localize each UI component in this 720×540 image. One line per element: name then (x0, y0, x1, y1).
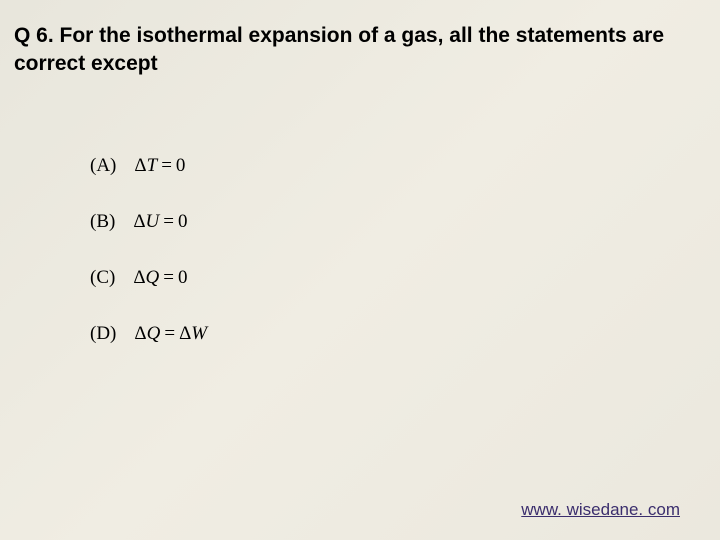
var-w: W (191, 323, 207, 344)
option-a-label: (A) (90, 155, 116, 177)
var-q: Q (147, 323, 161, 344)
var-u: U (146, 211, 160, 232)
delta-symbol: Δ (134, 155, 146, 176)
equals-op: = (161, 155, 172, 176)
equals-op: = (163, 211, 174, 232)
delta-symbol: Δ (133, 211, 145, 232)
footer-link[interactable]: www. wisedane. com (521, 500, 680, 520)
delta-symbol: Δ (179, 323, 191, 344)
option-b-label: (B) (90, 211, 115, 233)
option-c-label: (C) (90, 267, 115, 289)
equals-op: = (163, 267, 174, 288)
option-d: (D) ΔQ=ΔW (90, 323, 207, 345)
rhs-value: 0 (178, 211, 188, 232)
option-a: (A) ΔT=0 (90, 155, 207, 177)
option-d-label: (D) (90, 323, 116, 345)
var-q: Q (146, 267, 160, 288)
options-list: (A) ΔT=0 (B) ΔU=0 (C) ΔQ=0 (D) ΔQ=ΔW (90, 155, 207, 379)
option-d-equation: ΔQ=ΔW (134, 323, 207, 345)
equals-op: = (164, 323, 175, 344)
var-t: T (147, 155, 158, 176)
option-c: (C) ΔQ=0 (90, 267, 207, 289)
option-b-equation: ΔU=0 (133, 211, 187, 233)
rhs-value: 0 (178, 267, 188, 288)
question-text: Q 6. For the isothermal expansion of a g… (14, 22, 706, 79)
option-c-equation: ΔQ=0 (133, 267, 187, 289)
option-a-equation: ΔT=0 (134, 155, 185, 177)
delta-symbol: Δ (134, 323, 146, 344)
delta-symbol: Δ (133, 267, 145, 288)
option-b: (B) ΔU=0 (90, 211, 207, 233)
rhs-value: 0 (176, 155, 186, 176)
